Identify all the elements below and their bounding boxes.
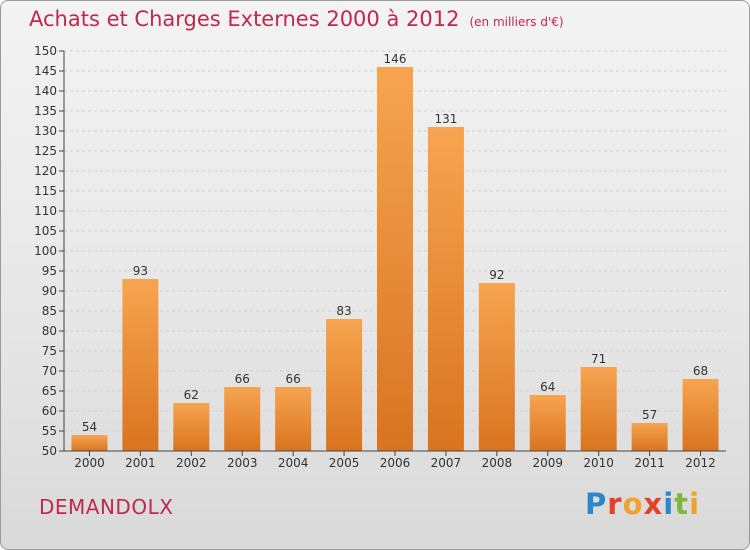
x-tick-label: 2012 (685, 456, 716, 470)
y-tick-label: 115 (34, 184, 57, 198)
bar (478, 283, 515, 451)
y-tick-label: 90 (42, 284, 57, 298)
y-tick-label: 100 (34, 244, 57, 258)
y-tick-label: 150 (34, 44, 57, 58)
y-tick-label: 75 (42, 344, 57, 358)
x-tick-label: 2000 (74, 456, 105, 470)
bar-value-label: 131 (434, 112, 457, 126)
bar (682, 379, 719, 451)
x-tick-label: 2008 (482, 456, 513, 470)
commune-name: DEMANDOLX (39, 495, 174, 519)
bar-value-label: 57 (642, 408, 657, 422)
bar (122, 279, 159, 451)
bar (224, 387, 261, 451)
chart-unit-note: (en milliers d'€) (469, 15, 564, 29)
bar (275, 387, 312, 451)
x-tick-label: 2002 (176, 456, 207, 470)
bar-value-label: 93 (133, 264, 148, 278)
bar-value-label: 92 (489, 268, 504, 282)
bar (173, 403, 210, 451)
x-tick-label: 2007 (431, 456, 462, 470)
bar-value-label: 66 (235, 372, 250, 386)
y-tick-label: 140 (34, 84, 57, 98)
y-tick-label: 65 (42, 384, 57, 398)
y-tick-label: 70 (42, 364, 57, 378)
y-tick-label: 110 (34, 204, 57, 218)
y-tick-label: 60 (42, 404, 57, 418)
x-axis: 2000 2001 2002 2003 2004 2005 2006 2007 2008 2009… (64, 450, 726, 470)
bar (580, 367, 617, 451)
y-tick-label: 145 (34, 64, 57, 78)
y-tick-label: 105 (34, 224, 57, 238)
bar-value-label: 66 (286, 372, 301, 386)
y-tick-label: 85 (42, 304, 57, 318)
bar-value-label: 83 (336, 304, 351, 318)
bar (326, 319, 363, 451)
x-tick-label: 2010 (583, 456, 614, 470)
y-axis: 50 55 60 65 70 75 80 85 90 95 100 105 110 115 120 125 13… (34, 44, 65, 458)
x-tick-label: 2006 (380, 456, 411, 470)
bar-value-label: 146 (384, 52, 407, 66)
y-tick-label: 80 (42, 324, 57, 338)
x-tick-label: 2009 (532, 456, 563, 470)
bar-value-label: 64 (540, 380, 555, 394)
bar-value-label: 71 (591, 352, 606, 366)
x-tick-label: 2011 (634, 456, 665, 470)
chart-title: Achats et Charges Externes 2000 à 2012 (e… (29, 7, 564, 31)
proxiti-logo: Proxiti (585, 487, 701, 521)
bar-value-label: 68 (693, 364, 708, 378)
bar-value-label: 54 (82, 420, 97, 434)
bar (529, 395, 566, 451)
y-tick-label: 55 (42, 424, 57, 438)
x-tick-label: 2005 (329, 456, 360, 470)
chart-title-text: Achats et Charges Externes 2000 à 2012 (29, 7, 460, 31)
y-tick-label: 50 (42, 444, 57, 458)
y-tick-label: 135 (34, 104, 57, 118)
bar (631, 423, 668, 451)
bar-value-label: 62 (184, 388, 199, 402)
x-tick-label: 2001 (125, 456, 156, 470)
bars: 54 93 62 66 66 83 146 131 92 64 71 57 68 (71, 52, 719, 451)
x-tick-label: 2003 (227, 456, 258, 470)
bar (71, 435, 108, 451)
y-tick-label: 120 (34, 164, 57, 178)
x-tick-label: 2004 (278, 456, 309, 470)
y-tick-label: 125 (34, 144, 57, 158)
bar (377, 67, 413, 451)
bar (427, 127, 464, 451)
y-tick-label: 95 (42, 264, 57, 278)
y-tick-label: 130 (34, 124, 57, 138)
